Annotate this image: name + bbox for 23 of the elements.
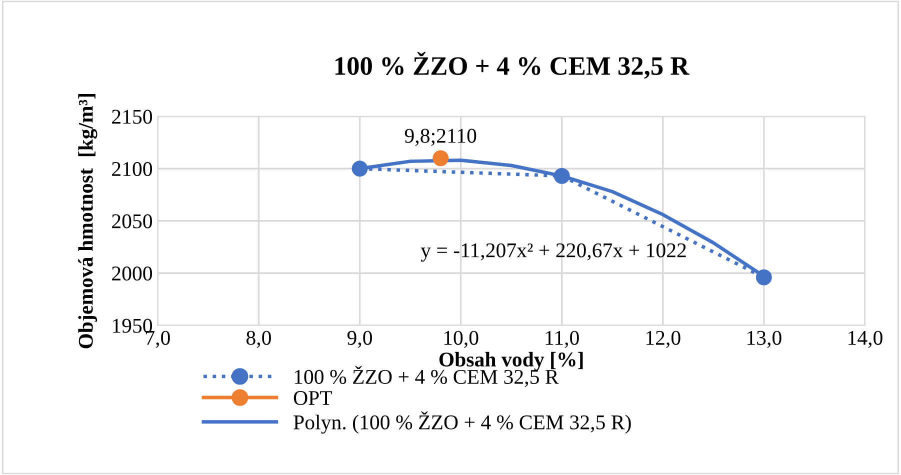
y-tick-label: 2000 (112, 266, 152, 281)
y-tick-label: 1950 (112, 318, 152, 333)
annotation: y = -11,207x² + 220,67x + 1022 (420, 243, 686, 262)
x-tick-label: 13,0 (748, 330, 782, 348)
point (432, 150, 449, 166)
x-tick-label: 9,0 (347, 330, 372, 348)
y-tick-label: 2050 (112, 214, 152, 228)
x-tick-label: 11,0 (546, 330, 579, 348)
data-label: 9,8;2110 (404, 128, 476, 146)
x-tick-label: 10,0 (444, 330, 478, 348)
y-tick-label: 2150 (112, 110, 152, 124)
point (756, 269, 772, 286)
x-tick-label: 8,0 (246, 330, 271, 348)
legend-label: Polyn. (100 % ŽZO + 4 % CEM 32,5 R) (294, 411, 631, 434)
y-tick-label: 2100 (112, 162, 152, 176)
point (554, 168, 570, 184)
x-tick-label: 14,0 (848, 330, 882, 348)
legend-label: OPT (294, 391, 332, 406)
point (352, 160, 368, 177)
x-tick-label: 12,0 (646, 330, 680, 348)
chart-title: 100 % ŽZO + 4 % CEM 32,5 R (335, 52, 690, 79)
x-tick-label: 7,0 (146, 330, 170, 348)
y-axis-title: Objemová hmotnost [kg/m³] (78, 94, 98, 348)
